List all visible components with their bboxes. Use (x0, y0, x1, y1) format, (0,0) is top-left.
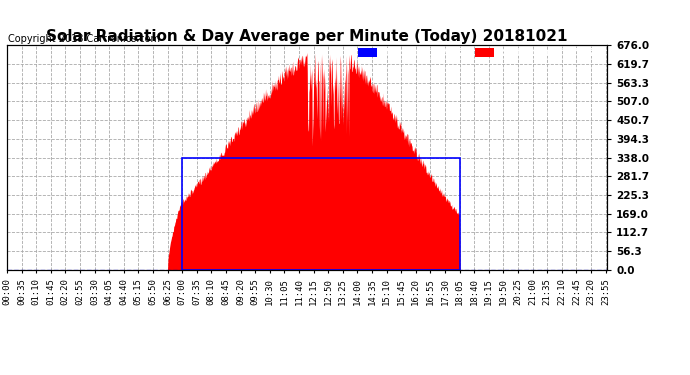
Title: Solar Radiation & Day Average per Minute (Today) 20181021: Solar Radiation & Day Average per Minute… (46, 29, 568, 44)
Legend: Median (W/m2), Radiation (W/m2): Median (W/m2), Radiation (W/m2) (356, 46, 602, 60)
Text: Copyright 2018 Cartronics.com: Copyright 2018 Cartronics.com (8, 34, 159, 44)
Bar (182, 158, 460, 270)
